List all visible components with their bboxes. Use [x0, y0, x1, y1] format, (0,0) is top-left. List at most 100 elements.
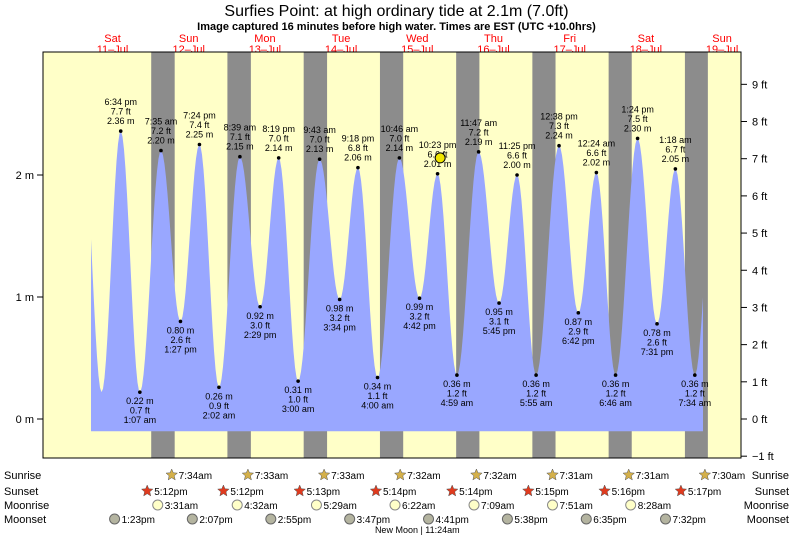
tide-high-label: 12:38 pm — [540, 112, 578, 122]
tide-high-label: 9:18 pm — [342, 134, 375, 144]
tide-high-label: 1:24 pm — [621, 104, 654, 114]
tide-high-label: 2.24 m — [545, 131, 573, 141]
day-name: Thu — [484, 33, 503, 45]
tide-low-label: 3:34 pm — [323, 322, 356, 332]
moonrise-time: 7:51am — [560, 501, 593, 512]
tide-low-label: 2.6 ft — [170, 335, 191, 345]
tide-low-label: 3.0 ft — [250, 320, 271, 330]
tide-high-label: 7.2 ft — [469, 127, 490, 137]
tide-point — [159, 148, 163, 153]
sunrise-time: 7:34am — [179, 471, 212, 482]
tide-point — [375, 375, 380, 380]
tide-low-label: 0.95 m — [485, 307, 513, 317]
tide-low-label: 0.36 m — [681, 379, 709, 389]
day-name: Sat — [638, 33, 655, 45]
sunset-time: 5:14pm — [383, 487, 416, 498]
tide-high-label: 2.15 m — [226, 142, 254, 152]
y-right-tick-label: 3 ft — [752, 302, 767, 314]
moonrise-time: 4:32am — [244, 501, 277, 512]
day-name: Sun — [712, 33, 732, 45]
tide-point — [276, 156, 281, 160]
y-right-tick-label: 7 ft — [752, 154, 767, 166]
tide-high-label: 8:19 pm — [262, 124, 295, 134]
moonset-moon-icon — [580, 513, 592, 525]
tide-high-label: 11:47 am — [460, 118, 497, 128]
sunset-time: 5:12pm — [154, 487, 187, 498]
tide-low-label: 0.7 ft — [130, 406, 151, 416]
y-left-tick-label: 1 m — [16, 292, 34, 304]
tide-high-label: 2.30 m — [624, 123, 652, 133]
tide-low-label: 0.9 ft — [209, 401, 230, 411]
tide-point — [417, 296, 422, 301]
moonrise-moon-icon — [468, 499, 480, 511]
moonrise-moon-icon — [152, 499, 164, 511]
tide-high-label: 6:34 pm — [104, 97, 137, 107]
tide-low-label: 0.22 m — [126, 396, 154, 406]
plot-area: 0 m 1 m 2 m −1 ft 0 ft 1 ft 2 ft 3 ft 4 ft 5 ft 6 … — [16, 51, 774, 463]
tide-high-label: 7.0 ft — [269, 133, 290, 143]
tide-high-label: 7.0 ft — [389, 133, 410, 143]
moonrise-moon-icon — [389, 499, 401, 511]
tide-high-label: 2.01 m — [424, 159, 452, 169]
tide-low-label: 1.2 ft — [447, 389, 468, 399]
tide-high-label: 2.06 m — [344, 153, 372, 163]
tide-low-label: 0.87 m — [565, 317, 593, 327]
tide-point — [217, 385, 221, 390]
tide-point — [693, 373, 697, 377]
tide-low-label: 1.0 ft — [288, 395, 309, 405]
tide-low-label: 4:42 pm — [403, 321, 436, 331]
moonrise-time: 6:22am — [402, 501, 435, 512]
moonset-moon-icon — [109, 513, 121, 525]
day-name: Sat — [104, 33, 121, 45]
tide-point — [497, 301, 501, 305]
tide-low-label: 2.6 ft — [647, 337, 668, 347]
y-left-tick-label: 2 m — [16, 170, 34, 182]
tide-high-label: 2.00 m — [503, 160, 531, 170]
tide-low-label: 4:00 am — [361, 401, 394, 411]
moonrise-time: 3:31am — [165, 501, 198, 512]
day-name: Mon — [254, 33, 275, 45]
moon-phase-note: New Moon | 11:24am — [375, 525, 460, 535]
y-right-tick-label: 8 ft — [752, 117, 767, 129]
tide-low-label: 2.9 ft — [568, 326, 589, 336]
tide-high-label: 2.14 m — [265, 143, 293, 153]
tide-point — [476, 150, 481, 154]
sunset-star-icon — [217, 484, 230, 497]
tide-low-label: 1:27 pm — [164, 344, 197, 354]
sunset-star-icon — [293, 484, 307, 497]
tide-high-label: 7:24 pm — [183, 111, 216, 121]
y-right-tick-label: 4 ft — [752, 265, 767, 277]
sunset-star-icon — [522, 484, 535, 497]
sunrise-star-icon — [698, 468, 712, 481]
tide-high-label: 2.13 m — [306, 144, 334, 154]
moonset-time: 2:55pm — [278, 515, 311, 526]
tide-low-label: 6:46 am — [599, 398, 632, 408]
tide-low-label: 4:59 am — [441, 398, 474, 408]
tide-high-label: 8:39 am — [224, 123, 257, 133]
sunrise-time: 7:33am — [331, 471, 364, 482]
sunrise-star-icon — [317, 468, 331, 481]
tide-low-label: 5:55 am — [520, 398, 553, 408]
tide-high-label: 7.1 ft — [230, 132, 251, 142]
sunrise-time: 7:32am — [483, 471, 516, 482]
tide-point — [356, 165, 360, 170]
sunrise-time: 7:31am — [636, 471, 669, 482]
sunrise-star-icon — [241, 468, 255, 481]
moonrise-time: 8:28am — [638, 501, 671, 512]
tide-low-label: 0.92 m — [246, 311, 274, 321]
tide-high-label: 7.0 ft — [310, 135, 331, 145]
sunset-star-icon — [140, 484, 154, 497]
tide-point — [317, 157, 322, 161]
moonset-time: 3:47pm — [357, 515, 390, 526]
tide-low-label: 0.36 m — [522, 379, 550, 389]
sunrise-time: 7:32am — [407, 471, 440, 482]
tide-high-label: 10:23 pm — [419, 140, 457, 150]
y-right-tick-label: 6 ft — [752, 191, 767, 203]
moonset-moon-icon — [423, 513, 435, 525]
chart-subtitle: Image captured 16 minutes before high wa… — [197, 21, 596, 33]
plot-frame — [42, 51, 742, 459]
tide-high-label: 7.4 ft — [189, 120, 210, 130]
row-label-moonrise-right: Moonrise — [744, 500, 789, 512]
moonrise-moon-icon — [231, 499, 243, 511]
current-tide-marker — [434, 152, 446, 164]
